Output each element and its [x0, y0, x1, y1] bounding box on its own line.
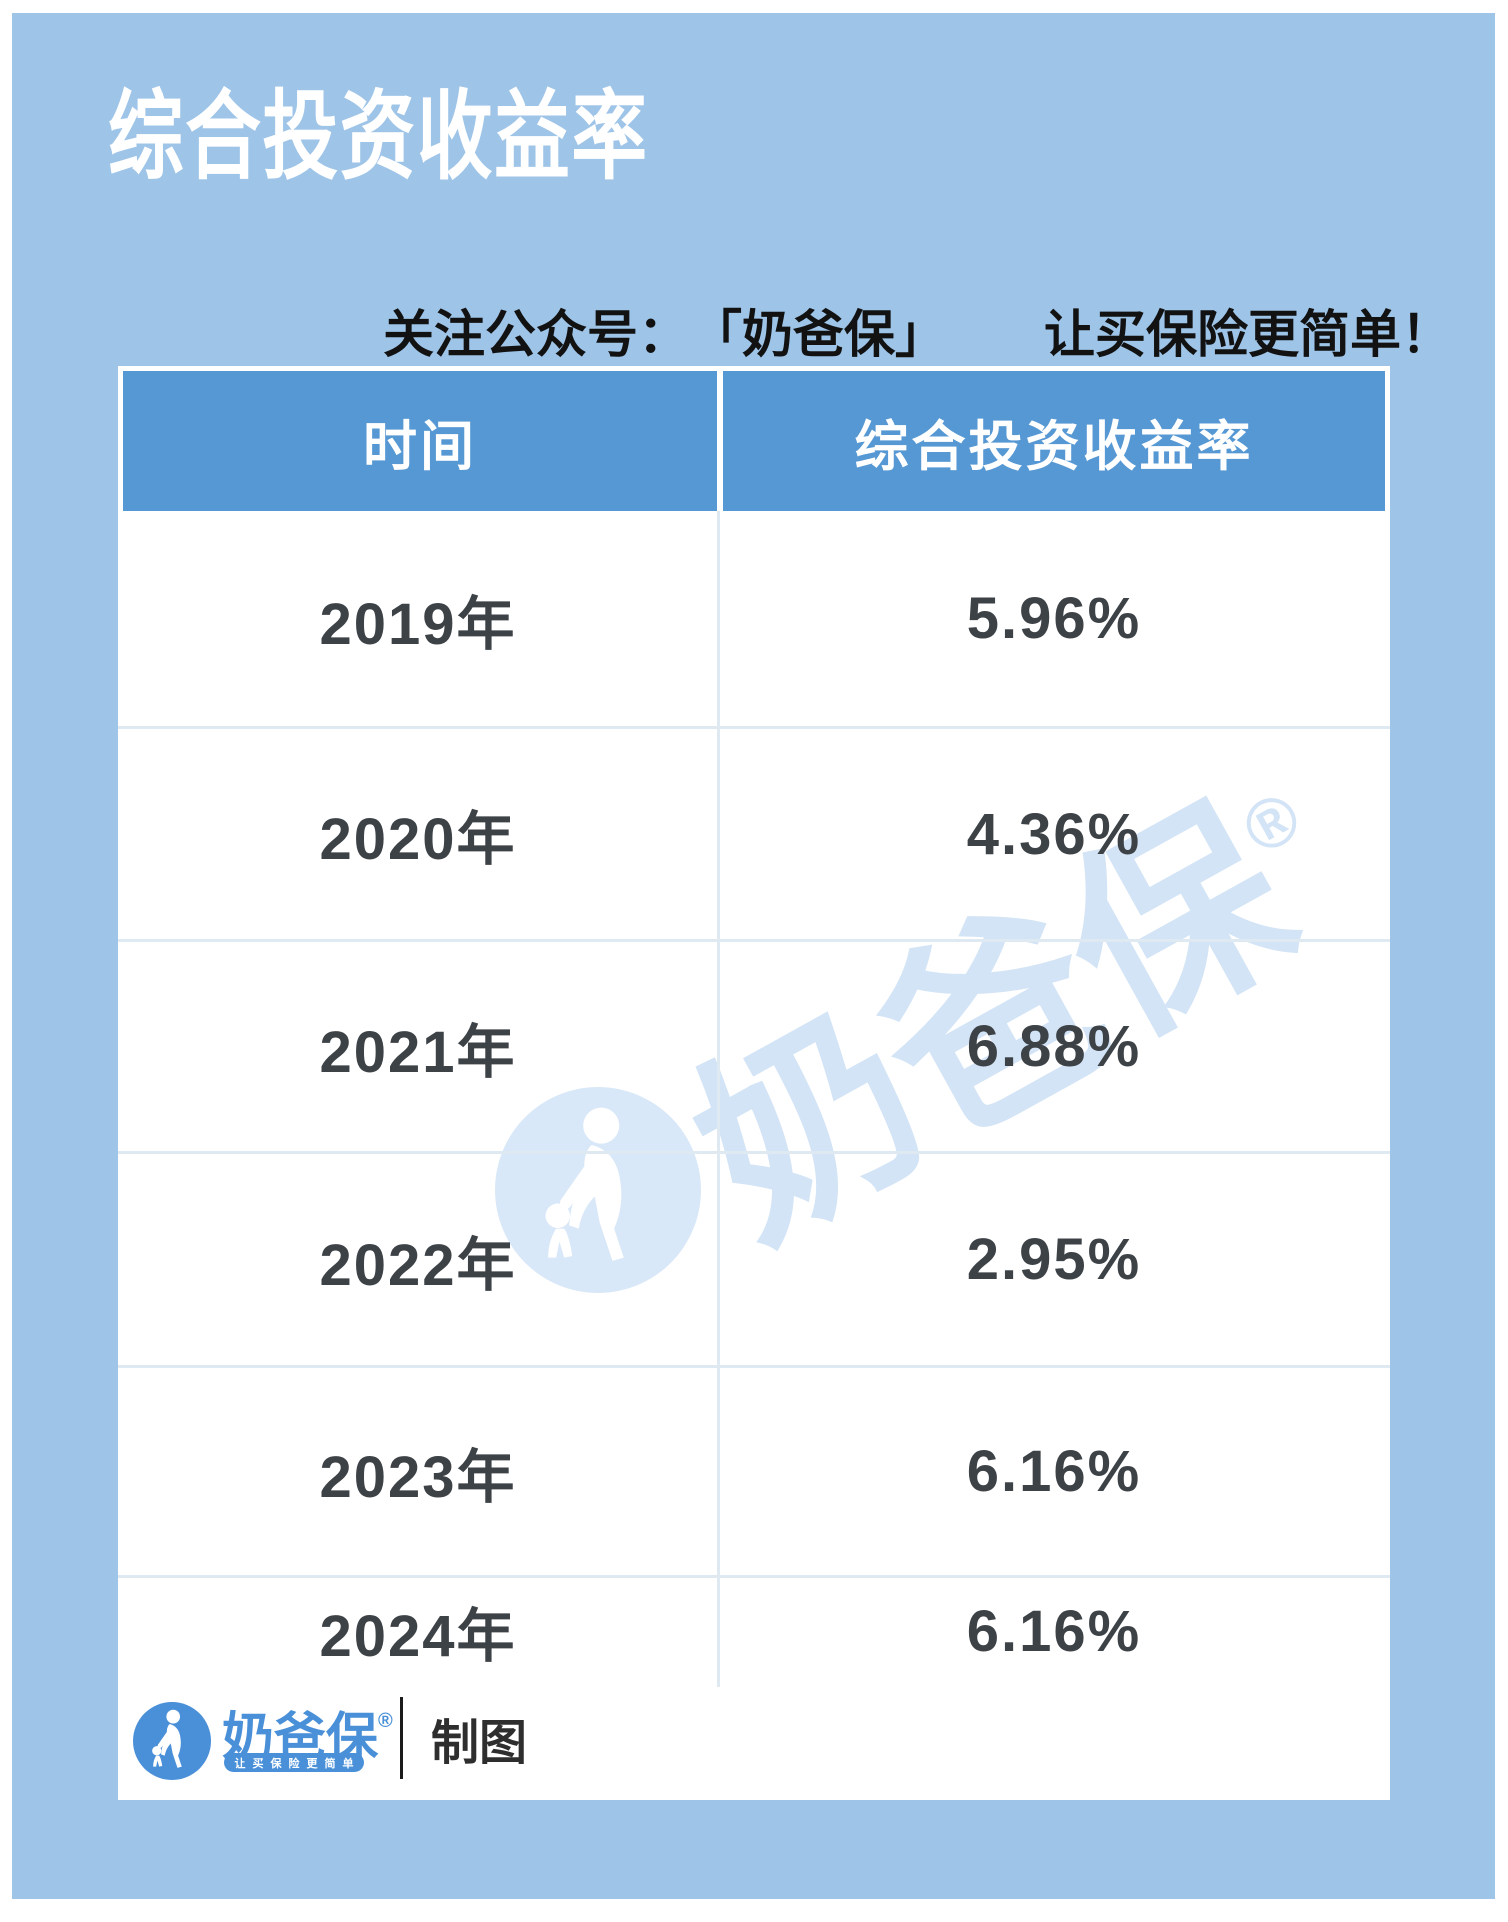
- brand-tagline-pill: 让买保险更简单: [224, 1753, 364, 1772]
- column-header-yield: 综合投资收益率: [723, 371, 1385, 511]
- value-cell: 2.95%: [966, 1227, 1142, 1292]
- value-cell: 6.16%: [966, 1598, 1142, 1664]
- value-cell: 6.16%: [966, 1439, 1142, 1504]
- column-header-time: 时间: [123, 371, 717, 511]
- year-cell: 2024年: [319, 1604, 517, 1669]
- table-row: 2023年 6.16%: [118, 1368, 1390, 1578]
- year-cell: 2023年: [319, 1444, 517, 1510]
- parent-child-icon: [133, 1702, 211, 1780]
- column-divider: [717, 511, 720, 1687]
- table-row: 2022年 2.95%: [118, 1154, 1390, 1368]
- footer-divider: [400, 1697, 403, 1779]
- registered-trademark-icon: ®: [378, 1710, 393, 1732]
- footer-bar: 奶爸保® 让买保险更简单 制图: [118, 1687, 1390, 1800]
- table-row: 2024年 6.16%: [118, 1578, 1390, 1684]
- year-cell: 2020年: [319, 807, 517, 872]
- brand-logo: [133, 1702, 211, 1780]
- table-row: 2021年 6.88%: [118, 942, 1390, 1154]
- year-cell: 2022年: [319, 1232, 517, 1298]
- subtitle-suffix: 让买保险更简单！: [1044, 306, 1453, 363]
- year-cell: 2019年: [319, 591, 517, 657]
- value-cell: 5.96%: [966, 586, 1142, 651]
- table-header-row: 时间 综合投资收益率: [123, 371, 1385, 511]
- table-body: 2019年 5.96% 2020年 4.36% 2021年 6.88% 2022…: [118, 511, 1390, 1684]
- subtitle: 关注公众号： 「奶爸保」 让买保险更简单！: [383, 293, 1452, 367]
- brand-tagline: 让买保险更简单: [234, 1757, 361, 1770]
- table-card: 奶爸保® 时间 综合投资收益率 2019年 5.96% 2020年 4.36%: [118, 366, 1390, 1800]
- table-row: 2020年 4.36%: [118, 729, 1390, 942]
- subtitle-prefix: 关注公众号：: [383, 306, 690, 363]
- page-title: 综合投资收益率: [108, 82, 649, 191]
- credit-label: 制图: [431, 1717, 528, 1770]
- value-cell: 4.36%: [966, 801, 1142, 867]
- subtitle-brand: 「奶爸保」: [691, 306, 947, 363]
- year-cell: 2021年: [319, 1019, 517, 1085]
- table-row: 2019年 5.96%: [118, 511, 1390, 729]
- value-cell: 6.88%: [966, 1014, 1142, 1079]
